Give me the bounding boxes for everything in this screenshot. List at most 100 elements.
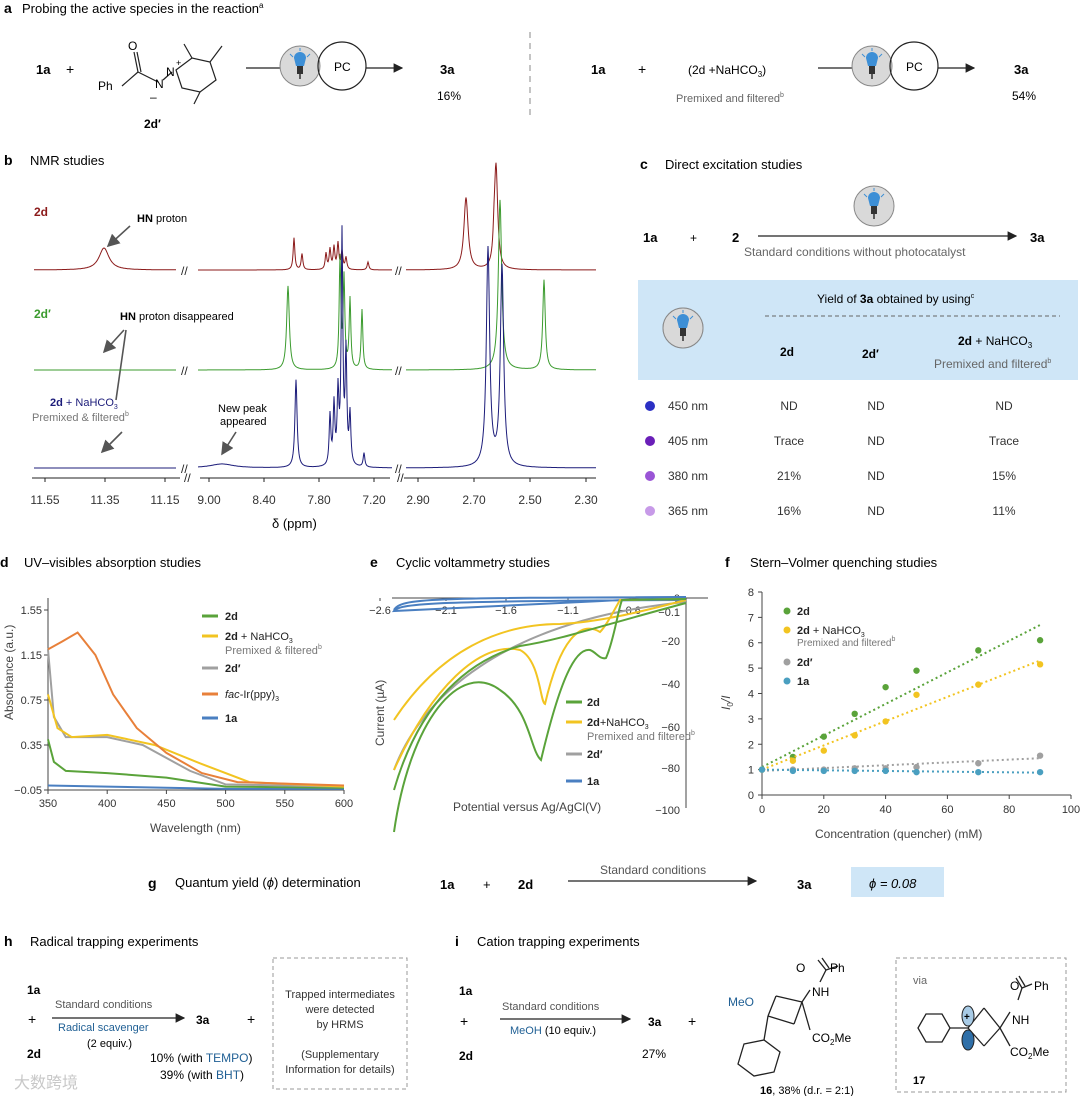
sv-point-2 <box>975 760 982 767</box>
sv-point-3 <box>758 766 766 773</box>
h-yield2: 39% (with BHT) <box>160 1068 244 1082</box>
cv-legend-label: 2d′ <box>587 749 603 761</box>
sv-point-3 <box>1036 768 1044 776</box>
trace-label-2d-nahco3: 2d + NaHCO3 <box>50 397 118 411</box>
s17-plus: + <box>964 1012 970 1023</box>
product-3a-right: 3a <box>1014 62 1029 77</box>
lamp-icon-right <box>851 45 893 87</box>
h-plus: + <box>28 1011 36 1027</box>
sv-legend-swatch <box>783 677 791 685</box>
sv-x-tick-label: 60 <box>941 804 953 816</box>
i-yield: 27% <box>642 1047 666 1061</box>
cv-x-label: Potential versus Ag/AgCl(V) <box>453 800 601 814</box>
axis-break: // <box>181 462 188 476</box>
s16-o: O <box>796 961 805 975</box>
g-r2: 2d <box>518 877 533 892</box>
quantum-yield-value: ϕ = 0.08 <box>869 876 917 891</box>
table-rows: 450 nm ND ND ND 405 nm Trace ND Trace 380 nm 21% N… <box>645 399 1019 518</box>
panel-g-title: Quantum yield (ϕ) determination <box>175 875 361 890</box>
yield-2d: Trace <box>774 434 805 448</box>
hrms-line: (Supplementary <box>301 1049 379 1061</box>
wavelength-label: 405 nm <box>668 434 708 448</box>
sv-point-0 <box>882 683 889 691</box>
uv-legend-label: fac-Ir(ppy)3 <box>225 689 279 703</box>
nmr-tick-label: 7.20 <box>362 493 386 507</box>
s17-o: O <box>1010 979 1019 993</box>
uv-series-4 <box>47 631 345 787</box>
cv-series-2 <box>393 598 687 771</box>
scheme-c-conditions: Standard conditions without photocatalys… <box>744 245 966 259</box>
nmr-trace-0 <box>34 247 176 271</box>
panel-f-letter: f <box>725 554 730 570</box>
scheme-c-r1: 1a <box>643 230 658 245</box>
yield-right: 54% <box>1012 89 1036 103</box>
nmr-tick-label: 2.90 <box>406 493 430 507</box>
structure-16 <box>737 957 839 1077</box>
sv-legend-label: 1a <box>797 676 810 688</box>
photocatalyst-cycle-icon-right <box>889 41 939 91</box>
sv-x-tick-label: 100 <box>1062 804 1080 816</box>
uv-legend-label: 2d + NaHCO3 <box>225 631 293 645</box>
stern-volmer-chart: 0 20 40 60 80 100 0 1 2 3 4 5 6 7 8 2d 2d + NaHCO3Premix… <box>748 587 1080 816</box>
panel-a-letter: a <box>4 0 12 16</box>
sv-y-tick-label: 8 <box>748 587 754 599</box>
cv-series-0 <box>391 596 687 613</box>
struct-plus: + <box>176 58 181 68</box>
label-17: 17 <box>913 1075 925 1087</box>
nmr-tick-label: 9.00 <box>197 493 221 507</box>
hrms-line: by HRMS <box>316 1019 363 1031</box>
panel-h: h Radical trapping experiments 1a + 2d S… <box>4 933 408 1090</box>
panel-f: f Stern–Volmer quenching studies 0 20 40 60… <box>719 554 1080 841</box>
sv-fit-3 <box>761 768 1041 774</box>
yield-2d-nahco3: 11% <box>992 504 1015 518</box>
reagent-2d-mix: (2d +NaHCO3) <box>688 63 766 79</box>
nmr-tick-label: 11.35 <box>90 493 119 507</box>
cv-y-tick-label: −80 <box>661 763 680 775</box>
uv-legend-label: 1a <box>225 713 238 725</box>
yield-2d-nahco3: ND <box>995 399 1013 413</box>
panel-a-title: Probing the active species in the reacti… <box>22 1 264 16</box>
struct-minus: – <box>150 90 157 104</box>
uv-series-1 <box>47 739 345 789</box>
cv-chart: −2.6 −2.1 −1.6 −1.1 −0.60−0.1−20−40−60−80−10… <box>369 593 708 833</box>
panel-e-title: Cyclic voltammetry studies <box>396 555 550 570</box>
structure-17 <box>917 975 1033 1047</box>
plus-sign-right: + <box>638 61 646 77</box>
uv-x-label: Wavelength (nm) <box>150 821 241 835</box>
panel-e: e Cyclic voltammetry studies −2.6 −2.1 −1.… <box>369 554 708 833</box>
cv-legend-label: 2d+NaHCO3 <box>587 717 649 731</box>
trace-label-2d-prime: 2d′ <box>34 307 51 321</box>
nmr-tick-label: 2.70 <box>462 493 486 507</box>
nmr-tick-label: 2.30 <box>574 493 598 507</box>
structure-2d-prime <box>121 43 223 105</box>
nmr-tick-label: 11.55 <box>30 493 59 507</box>
uv-x-tick-label: 400 <box>98 798 116 810</box>
h-cond3: (2 equiv.) <box>87 1038 132 1050</box>
sv-point-1 <box>913 691 920 698</box>
sv-x-tick-label: 20 <box>818 804 830 816</box>
cv-y-tick-label: −100 <box>655 805 680 817</box>
sv-point-1 <box>789 757 797 764</box>
panel-b-title: NMR studies <box>30 153 105 168</box>
g-conditions: Standard conditions <box>600 863 706 877</box>
sv-x-tick-label: 40 <box>879 804 891 816</box>
yield-2d-prime: ND <box>867 504 885 518</box>
i-r1: 1a <box>459 984 473 998</box>
pc-label: PC <box>334 60 351 74</box>
uv-series-2 <box>47 649 345 788</box>
yield-2d-prime: ND <box>867 434 885 448</box>
nmr-trace-0 <box>198 237 392 271</box>
reagent-1a: 1a <box>36 62 51 77</box>
plus-sign: + <box>66 61 74 77</box>
quantum-yield-box <box>851 867 944 897</box>
sv-point-1 <box>975 681 982 688</box>
i-r2: 2d <box>459 1049 473 1063</box>
axis-break: // <box>184 471 191 485</box>
annotation-new-peak-2: appeared <box>220 416 267 428</box>
struct-n: N <box>155 77 164 91</box>
col-header-2d-prime: 2d′ <box>862 347 879 361</box>
panel-f-title: Stern–Volmer quenching studies <box>750 555 938 570</box>
sv-point-0 <box>851 710 858 717</box>
sv-y-tick-label: 3 <box>748 714 754 726</box>
g-product: 3a <box>797 877 812 892</box>
